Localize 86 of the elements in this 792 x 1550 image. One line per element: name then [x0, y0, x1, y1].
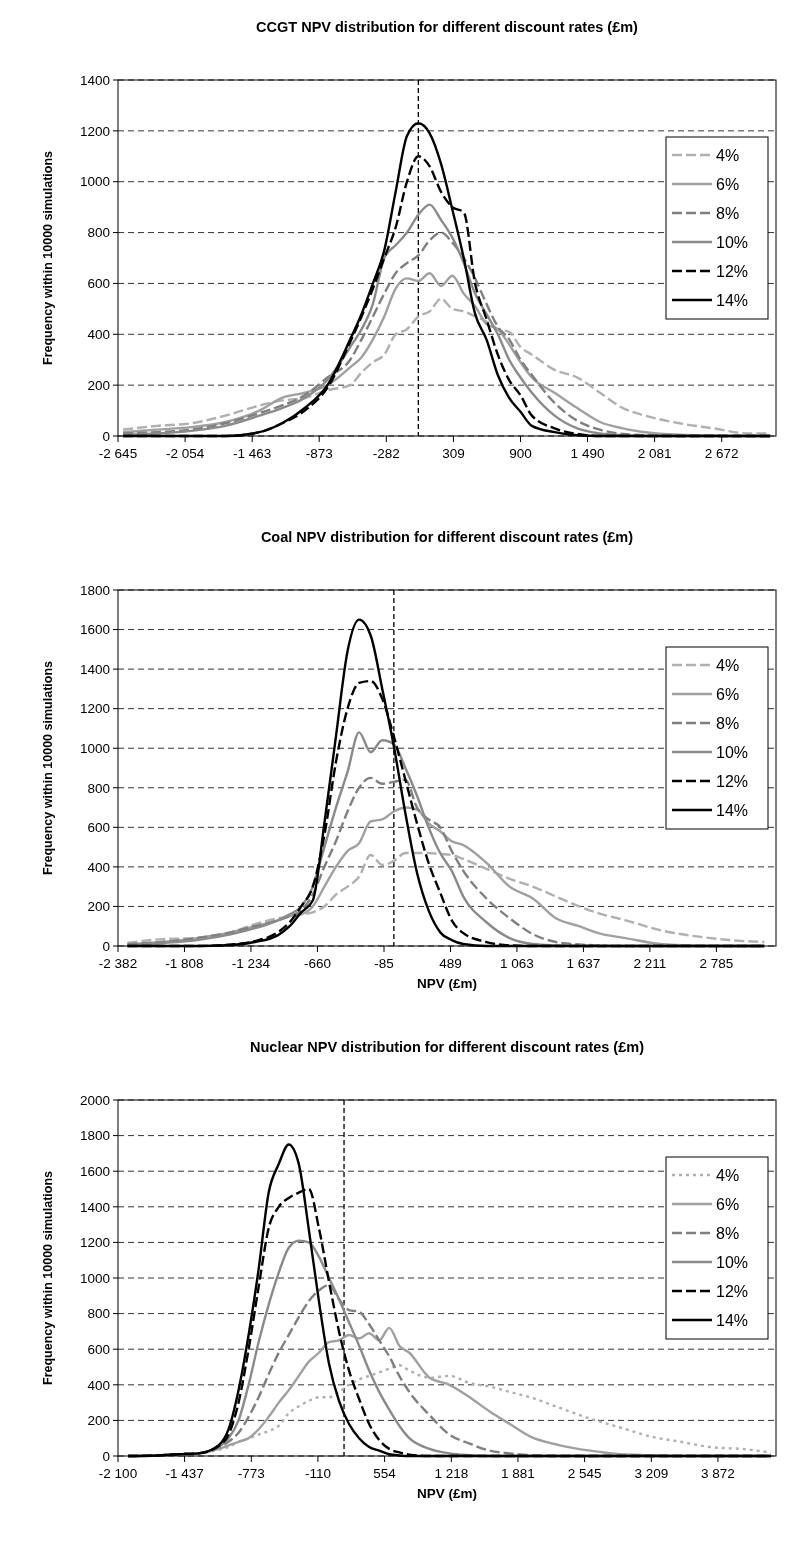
- y-tick-label: 2000: [79, 1092, 110, 1108]
- y-tick-label: 0: [102, 428, 110, 444]
- legend-label: 12%: [716, 1282, 749, 1300]
- x-tick-label: 309: [442, 446, 465, 461]
- x-tick-label: 3 872: [701, 1466, 735, 1481]
- y-tick-label: 200: [87, 899, 110, 915]
- y-tick-label: 800: [87, 225, 110, 241]
- y-tick-label: 1400: [79, 661, 110, 677]
- x-tick-label: 1 881: [501, 1466, 535, 1481]
- legend-label: 10%: [716, 743, 749, 761]
- x-tick-label: 1 218: [434, 1466, 469, 1481]
- x-tick-label: -1 437: [165, 1466, 204, 1481]
- y-tick-label: 1000: [79, 740, 110, 756]
- y-tick-label: 1400: [79, 72, 110, 88]
- chart-title: CCGT NPV distribution for different discount rates (£m): [256, 19, 639, 35]
- x-tick-label: -2 100: [98, 1466, 138, 1481]
- x-tick-label: -85: [374, 956, 394, 971]
- legend-label: 14%: [716, 801, 749, 819]
- x-tick-label: 1 063: [500, 956, 534, 971]
- legend-label: 14%: [716, 1311, 749, 1329]
- legend-label: 4%: [716, 656, 740, 674]
- x-tick-label: -1 234: [231, 956, 271, 971]
- y-tick-label: 1600: [79, 622, 110, 638]
- legend-label: 8%: [716, 1224, 740, 1242]
- legend-label: 10%: [716, 233, 749, 251]
- x-tick-label: -773: [237, 1466, 265, 1481]
- legend-label: 6%: [716, 175, 740, 193]
- legend-label: 14%: [716, 291, 749, 309]
- x-tick-label: 2 081: [637, 446, 672, 461]
- x-tick-label: -110: [304, 1466, 331, 1481]
- line-series: [126, 851, 766, 945]
- y-tick-label: 800: [87, 780, 110, 796]
- x-tick-label: -2 382: [98, 956, 138, 971]
- y-tick-label: 1800: [79, 582, 110, 598]
- x-tick-label: 2 545: [567, 1466, 602, 1481]
- y-tick-label: 200: [87, 377, 110, 393]
- y-tick-label: 1000: [79, 1270, 110, 1286]
- x-tick-label: 3 209: [634, 1466, 669, 1481]
- legend-label: 4%: [716, 1166, 740, 1184]
- y-tick-label: 1200: [79, 701, 110, 717]
- legend-label: 12%: [716, 262, 749, 280]
- y-tick-label: 0: [102, 1448, 110, 1464]
- y-axis-title: Frequency within 10000 simulations: [41, 660, 55, 875]
- x-tick-label: -282: [372, 446, 400, 461]
- y-axis-title: Frequency within 10000 simulations: [41, 1170, 55, 1385]
- x-tick-label: 2 211: [633, 956, 667, 971]
- x-tick-label: -660: [303, 956, 331, 971]
- legend-label: 12%: [716, 772, 749, 790]
- legend-label: 8%: [716, 714, 740, 732]
- x-tick-label: -1 808: [165, 956, 204, 971]
- x-tick-label: -2 054: [165, 446, 205, 461]
- legend-label: 6%: [716, 1195, 740, 1213]
- y-tick-label: 1200: [79, 1235, 110, 1251]
- y-tick-label: 1600: [79, 1163, 110, 1179]
- y-axis-title: Frequency within 10000 simulations: [41, 150, 55, 365]
- y-tick-label: 0: [102, 938, 110, 954]
- legend-label: 4%: [716, 146, 740, 164]
- y-tick-label: 1000: [79, 174, 110, 190]
- y-tick-label: 600: [87, 820, 110, 836]
- x-tick-label: 554: [373, 1466, 397, 1481]
- x-axis-title: NPV (£m): [416, 976, 478, 991]
- y-tick-label: 600: [87, 276, 110, 292]
- x-tick-label: -2 645: [98, 446, 138, 461]
- x-tick-label: -1 463: [233, 446, 272, 461]
- y-tick-label: 1400: [79, 1199, 110, 1215]
- y-tick-label: 200: [87, 1413, 110, 1429]
- y-tick-label: 1800: [79, 1128, 110, 1144]
- x-tick-label: 2 785: [699, 956, 734, 971]
- y-tick-label: 600: [87, 1341, 110, 1357]
- chart-title: Nuclear NPV distribution for different discount rates (£m): [250, 1039, 645, 1055]
- x-tick-label: -873: [305, 446, 333, 461]
- x-axis-title: NPV (£m): [416, 1486, 478, 1501]
- legend-label: 8%: [716, 204, 740, 222]
- x-tick-label: 489: [439, 956, 462, 971]
- x-tick-label: 1 637: [566, 956, 601, 971]
- y-tick-label: 1200: [79, 123, 110, 139]
- x-tick-label: 1 490: [570, 446, 605, 461]
- x-tick-label: 2 672: [704, 446, 739, 461]
- y-tick-label: 800: [87, 1306, 110, 1322]
- legend-label: 6%: [716, 685, 740, 703]
- chart-title: Coal NPV distribution for different discount rates (£m): [260, 529, 634, 545]
- x-tick-label: 900: [509, 446, 532, 461]
- y-tick-label: 400: [87, 1377, 110, 1393]
- y-tick-label: 400: [87, 859, 110, 875]
- legend-label: 10%: [716, 1253, 749, 1271]
- y-tick-label: 400: [87, 327, 110, 343]
